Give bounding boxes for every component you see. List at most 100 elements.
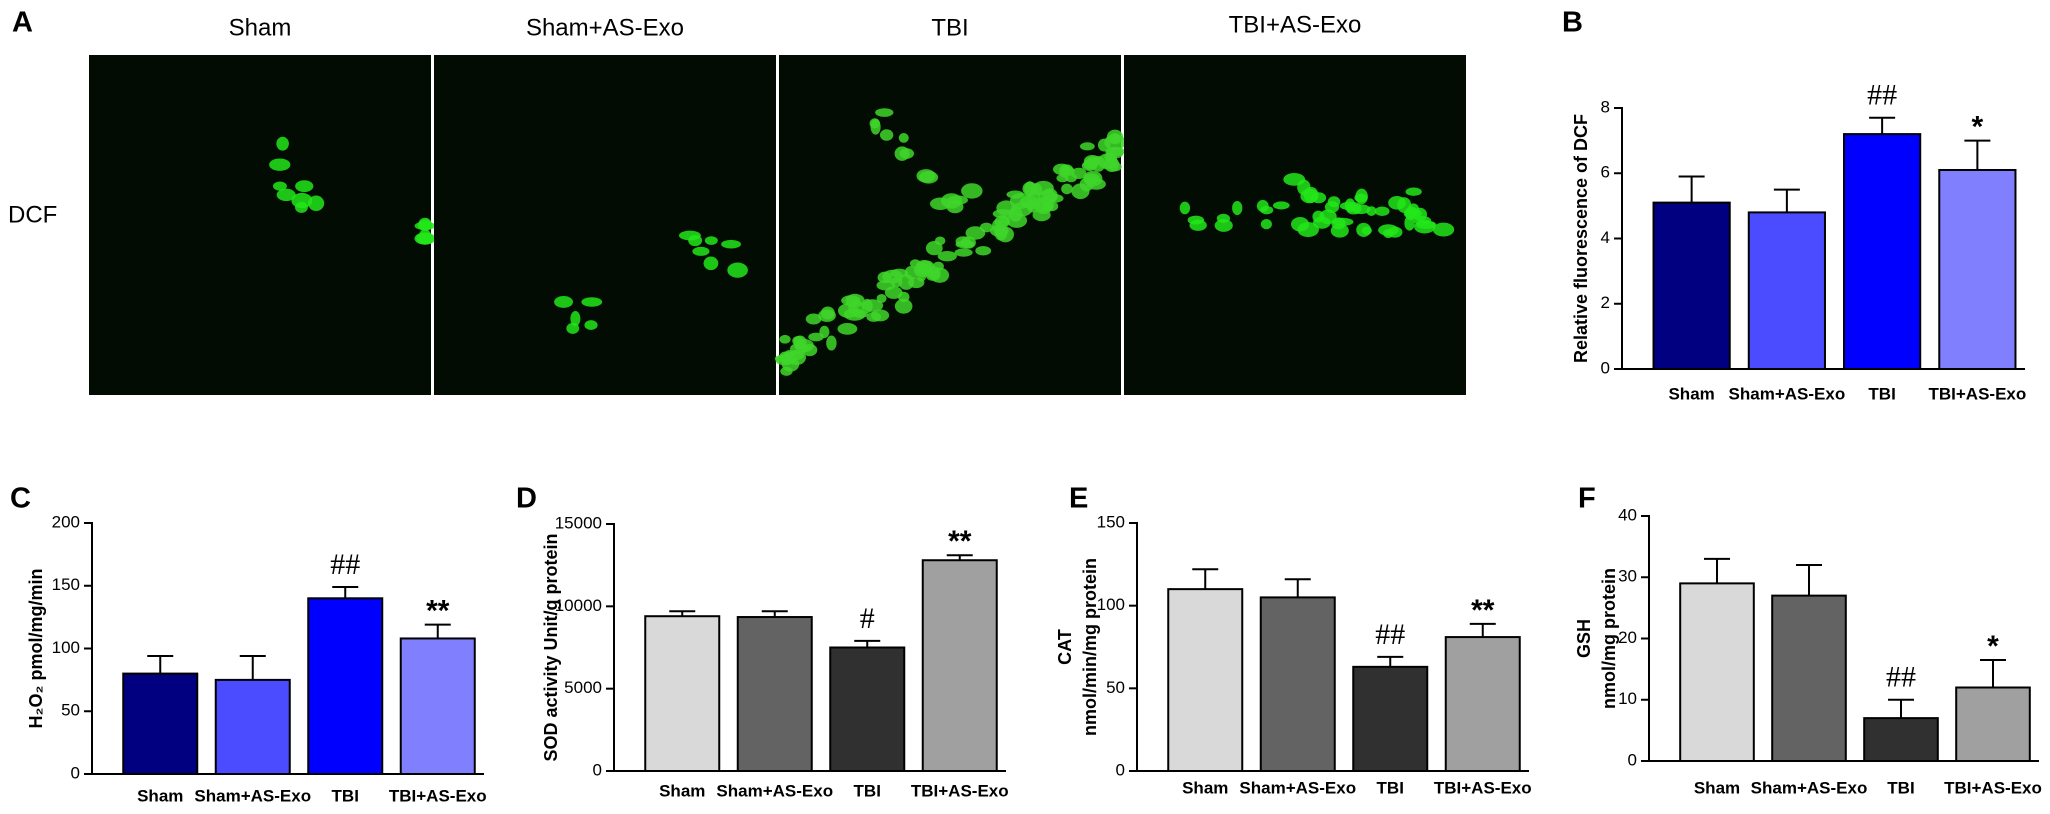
cell bbox=[826, 335, 837, 351]
bar bbox=[399, 637, 476, 776]
cell bbox=[703, 256, 719, 271]
y-tick-label: 0 bbox=[71, 763, 80, 782]
cell bbox=[992, 209, 1014, 219]
cell bbox=[1059, 164, 1071, 178]
significance-mark: ## bbox=[1886, 661, 1916, 694]
x-tick-label: TBI+AS-Exo bbox=[911, 781, 1009, 800]
y-tick-label: 0 bbox=[1601, 358, 1610, 377]
y-tick-label: 0 bbox=[593, 760, 602, 779]
cell bbox=[1388, 196, 1406, 210]
bar bbox=[1955, 686, 2031, 762]
cell bbox=[781, 356, 800, 372]
x-tick-label: TBI bbox=[1868, 384, 1895, 403]
y-tick-label: 8 bbox=[1601, 97, 1610, 116]
cell bbox=[841, 295, 861, 306]
x-tick-label: TBI+AS-Exo bbox=[389, 786, 487, 805]
y-tick-label: 20 bbox=[1618, 628, 1637, 647]
y-tick-label: 0 bbox=[1116, 760, 1125, 779]
cell bbox=[861, 299, 884, 312]
cell bbox=[1022, 181, 1038, 196]
significance-mark: * bbox=[1987, 630, 1999, 663]
bar bbox=[1938, 168, 2017, 370]
cell bbox=[1232, 200, 1243, 216]
cell bbox=[843, 308, 866, 321]
panel-label: A bbox=[12, 7, 33, 39]
y-tick-label: 150 bbox=[52, 575, 80, 594]
x-tick-label: Sham+AS-Exo bbox=[1729, 384, 1846, 403]
cell bbox=[1079, 142, 1095, 151]
x-tick-label: TBI bbox=[332, 786, 359, 805]
image-title: TBI bbox=[931, 14, 968, 41]
cell bbox=[876, 293, 887, 303]
cell bbox=[581, 297, 603, 307]
cell bbox=[996, 226, 1014, 243]
cell bbox=[961, 183, 983, 199]
panel-label: C bbox=[10, 483, 31, 515]
cell bbox=[1216, 213, 1231, 223]
bar bbox=[829, 646, 906, 772]
cell bbox=[269, 158, 291, 171]
cell bbox=[1327, 196, 1341, 208]
bar bbox=[921, 559, 998, 773]
cell bbox=[946, 200, 964, 214]
cell bbox=[1106, 129, 1124, 145]
y-tick-label: 4 bbox=[1601, 228, 1610, 247]
cell bbox=[1383, 229, 1394, 239]
cell bbox=[721, 239, 741, 249]
y-tick-label: 30 bbox=[1618, 567, 1637, 586]
y-axis-label: Relative fluorescence of DCF bbox=[1571, 114, 1591, 363]
cell bbox=[1272, 201, 1290, 210]
cell bbox=[1187, 215, 1205, 225]
significance-mark: ** bbox=[948, 525, 972, 558]
significance-mark: ## bbox=[1375, 618, 1405, 651]
cell bbox=[937, 250, 957, 262]
cell bbox=[792, 335, 804, 346]
image-row bbox=[89, 55, 1466, 395]
cell bbox=[965, 226, 986, 240]
cell bbox=[961, 236, 976, 249]
cell bbox=[805, 313, 822, 325]
y-tick-label: 200 bbox=[52, 512, 80, 531]
cell bbox=[779, 334, 791, 344]
y-axis-label: GSH bbox=[1574, 619, 1594, 658]
cell bbox=[1355, 188, 1368, 205]
cell bbox=[930, 267, 950, 283]
image-title: Sham bbox=[229, 14, 292, 41]
y-axis-label: nmol/mg protein bbox=[1599, 568, 1619, 709]
cell bbox=[919, 171, 939, 184]
x-tick-label: TBI+AS-Exo bbox=[1944, 778, 2042, 797]
cell bbox=[1351, 204, 1371, 214]
bar bbox=[1652, 201, 1731, 370]
cell bbox=[1091, 155, 1106, 172]
cell bbox=[1432, 222, 1455, 237]
y-tick-label: 0 bbox=[1628, 750, 1637, 769]
bar bbox=[1771, 594, 1847, 762]
micrograph bbox=[89, 55, 431, 395]
y-tick-label: 5000 bbox=[564, 678, 602, 697]
y-tick-label: 100 bbox=[52, 638, 80, 657]
cell bbox=[1319, 209, 1337, 225]
y-axis-label: CAT bbox=[1055, 629, 1075, 665]
micrograph bbox=[434, 55, 776, 395]
bar bbox=[736, 616, 813, 773]
cell bbox=[932, 261, 944, 271]
y-tick-label: 10 bbox=[1618, 689, 1637, 708]
cell bbox=[954, 248, 973, 257]
bar bbox=[1679, 582, 1755, 762]
y-tick-label: 100 bbox=[1097, 595, 1125, 614]
cell bbox=[820, 306, 835, 320]
x-tick-label: TBI+AS-Exo bbox=[1928, 384, 2026, 403]
cell bbox=[417, 219, 433, 231]
cell bbox=[727, 262, 748, 278]
significance-mark: ## bbox=[1867, 79, 1897, 112]
row-label: DCF bbox=[8, 201, 57, 228]
panel-label: F bbox=[1578, 483, 1596, 515]
cell bbox=[869, 118, 881, 129]
cell bbox=[276, 136, 289, 151]
cell bbox=[1079, 177, 1094, 192]
significance-mark: ** bbox=[1471, 594, 1495, 627]
cell bbox=[1179, 201, 1191, 215]
x-tick-label: TBI bbox=[1887, 778, 1914, 797]
cell bbox=[1416, 220, 1437, 229]
